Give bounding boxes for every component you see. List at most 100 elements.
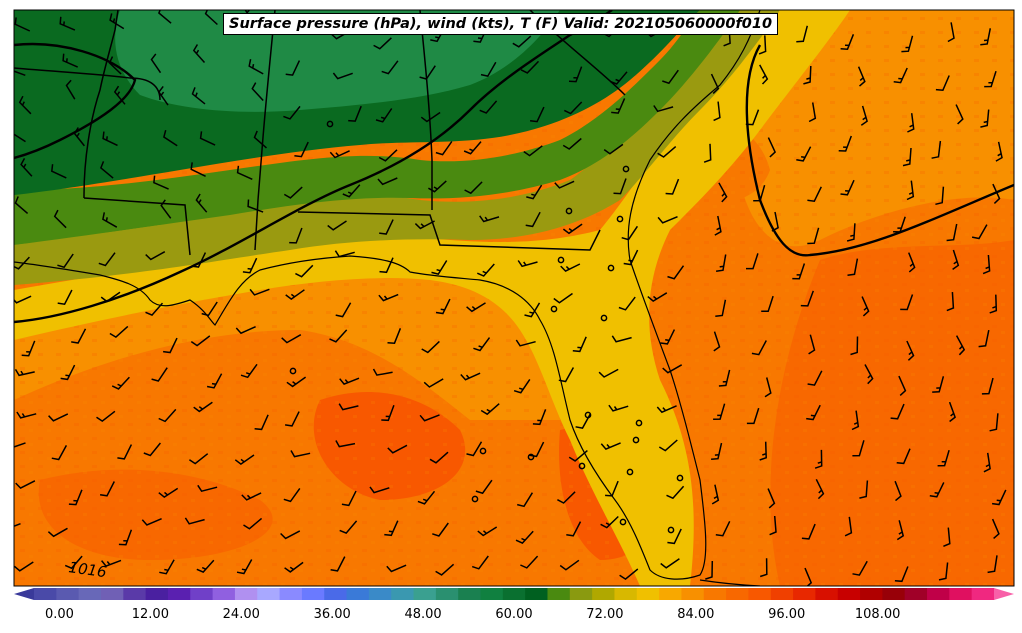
wind-barb xyxy=(512,35,532,48)
wind-barb xyxy=(435,141,453,156)
wind-barb xyxy=(840,179,855,196)
wind-barb xyxy=(894,480,902,502)
wind-barb xyxy=(846,223,856,242)
wind-barb xyxy=(329,329,348,343)
wind-barb xyxy=(14,561,34,572)
colorbar-swatch xyxy=(34,588,57,600)
wind-barb xyxy=(197,484,218,493)
colorbar-swatch xyxy=(748,588,772,600)
wind-barb xyxy=(150,53,162,74)
wind-barb xyxy=(715,299,727,318)
wind-barb xyxy=(242,257,258,274)
wind-barb xyxy=(600,442,621,451)
wind-barb xyxy=(62,53,79,68)
wind-barb xyxy=(611,335,632,343)
wind-barb xyxy=(850,336,859,356)
wind-barb xyxy=(653,105,674,113)
wind-barb xyxy=(767,137,777,158)
wind-barb xyxy=(479,215,500,223)
calm-marker xyxy=(626,468,634,476)
colorbar-swatch xyxy=(659,588,682,600)
calm-marker xyxy=(479,447,487,455)
wind-barb xyxy=(334,250,355,258)
wind-barb xyxy=(656,405,677,414)
wind-barb xyxy=(285,60,301,76)
wind-barb xyxy=(710,73,720,94)
wind-barb xyxy=(838,135,853,152)
colorbar-swatch xyxy=(971,588,995,600)
wind-barb xyxy=(417,490,436,505)
wind-barb xyxy=(807,227,820,245)
wind-barb xyxy=(480,61,497,77)
wind-barb xyxy=(619,568,639,581)
colorbar-swatch xyxy=(368,588,392,600)
wind-barb xyxy=(342,184,361,198)
wind-barb xyxy=(192,44,206,63)
wind-barb xyxy=(806,404,821,421)
wind-barb xyxy=(517,492,534,508)
colorbar-swatch xyxy=(279,588,303,600)
wind-barb xyxy=(900,294,914,311)
wind-barb xyxy=(60,364,76,381)
colorbar-tick-label: 36.00 xyxy=(313,607,351,622)
colorbar-swatch xyxy=(391,588,415,600)
wind-barb xyxy=(753,184,766,202)
colorbar-swatch xyxy=(234,588,258,600)
wind-barb xyxy=(666,485,685,500)
colorbar-tick-label: 72.00 xyxy=(586,607,624,622)
wind-barb xyxy=(801,523,816,540)
wind-barb xyxy=(100,161,114,179)
wind-barb xyxy=(47,527,68,538)
wind-barb xyxy=(515,339,536,347)
wind-barb xyxy=(387,444,408,454)
wind-barb xyxy=(414,220,435,230)
wind-barb xyxy=(575,413,591,429)
wind-barb xyxy=(559,559,580,571)
wind-barb xyxy=(71,328,87,344)
colorbar-swatch xyxy=(681,588,705,600)
wind-barb xyxy=(893,216,906,233)
wind-barb xyxy=(190,162,206,177)
wind-barb xyxy=(989,294,998,314)
wind-barb xyxy=(844,516,853,537)
wind-barb xyxy=(605,480,619,497)
wind-barb xyxy=(68,489,83,506)
colorbar-swatch xyxy=(458,588,482,600)
wind-barb xyxy=(98,252,116,267)
wind-barb xyxy=(158,10,172,24)
wind-barb xyxy=(796,25,809,43)
wind-barb xyxy=(50,164,67,179)
colorbar-swatch xyxy=(257,588,281,600)
wind-barb xyxy=(746,407,760,425)
wind-barb xyxy=(158,487,179,499)
wind-barb xyxy=(247,199,264,213)
wind-barb xyxy=(860,105,868,126)
wind-barb xyxy=(109,13,125,30)
wind-barb xyxy=(759,558,768,578)
wind-barb xyxy=(294,141,309,158)
wind-barb xyxy=(703,143,712,163)
wind-barb xyxy=(160,199,172,219)
mid-green-band xyxy=(14,10,740,245)
colorbar-swatch xyxy=(480,588,504,600)
wind-barb xyxy=(329,150,350,159)
wind-barb xyxy=(978,329,990,348)
wind-barb xyxy=(907,113,915,133)
wind-barb xyxy=(890,403,905,420)
wind-barb xyxy=(657,216,678,224)
wind-barb xyxy=(145,302,164,317)
wind-barb xyxy=(896,448,911,465)
wind-barb xyxy=(662,69,679,85)
wind-barb xyxy=(847,258,859,276)
wind-barb xyxy=(419,414,440,422)
wind-barb xyxy=(711,442,723,461)
wind-barb xyxy=(206,373,223,389)
wind-barb xyxy=(532,409,547,426)
wind-barb xyxy=(568,66,583,83)
wind-barb xyxy=(992,489,1007,506)
colorbar-swatch xyxy=(949,588,973,600)
wind-barb xyxy=(251,82,264,102)
colorbar-tick-label: 12.00 xyxy=(131,607,169,622)
wind-barb xyxy=(243,517,263,530)
isobar-north xyxy=(14,42,137,160)
